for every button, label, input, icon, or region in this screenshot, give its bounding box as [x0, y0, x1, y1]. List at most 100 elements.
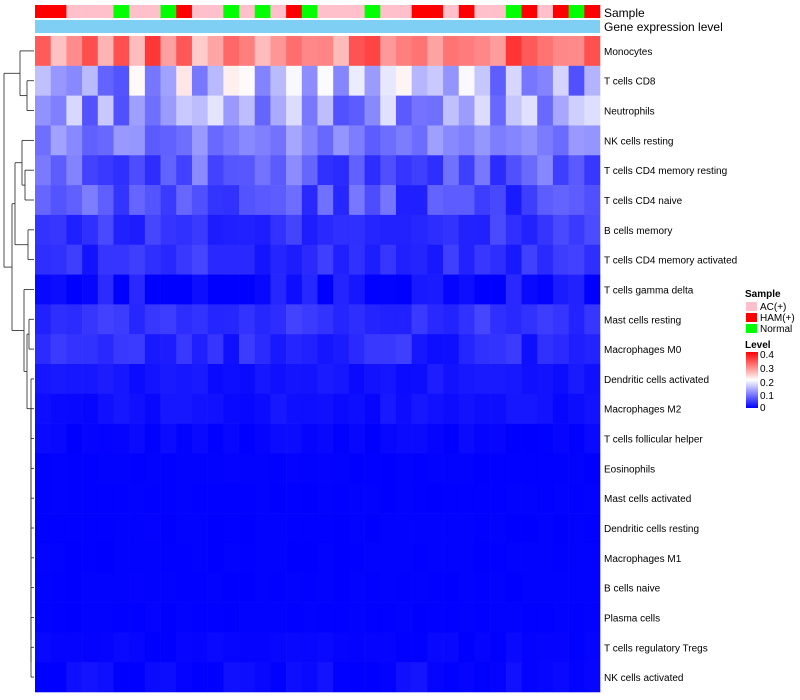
heatmap-cell	[207, 125, 224, 156]
heatmap-cell	[239, 185, 256, 216]
heatmap-cell	[364, 483, 381, 514]
heatmap-cell	[584, 274, 601, 305]
heatmap-cell	[129, 572, 146, 603]
heatmap-cell	[333, 36, 350, 67]
heatmap-cell	[490, 334, 507, 365]
heatmap-cell	[427, 662, 444, 693]
heatmap-cell	[348, 185, 365, 216]
heatmap-cell	[333, 453, 350, 484]
heatmap-cell	[35, 334, 51, 365]
heatmap-cell	[521, 662, 538, 693]
heatmap-cell	[521, 542, 538, 574]
heatmap-cell	[458, 214, 475, 246]
heatmap-cell	[490, 155, 507, 186]
heatmap-cell	[50, 513, 67, 544]
heatmap-cell	[207, 662, 224, 693]
heatmap-cell	[411, 334, 428, 365]
heatmap-cell	[490, 185, 507, 216]
heatmap-cell	[82, 214, 99, 246]
heatmap-cell	[50, 155, 67, 186]
row-labels: Monocytes T cells CD8 Neutrophils NK cells …	[604, 47, 737, 684]
heatmap-cell	[191, 155, 208, 186]
heatmap-cell	[584, 244, 601, 275]
heatmap-cell	[411, 542, 428, 574]
heatmap-cell	[395, 185, 412, 216]
heatmap-cell	[443, 36, 460, 67]
heatmap-cell	[443, 393, 460, 424]
heatmap-cell	[66, 632, 83, 663]
heatmap-cell	[443, 304, 460, 335]
heatmap-cell	[301, 214, 318, 246]
heatmap-cell	[113, 274, 130, 305]
heatmap-cell	[191, 364, 208, 395]
heatmap-cell	[348, 453, 365, 484]
heatmap-cell	[521, 602, 538, 633]
row-label: Dendritic cells resting	[604, 524, 699, 535]
heatmap-cell	[113, 95, 130, 126]
heatmap-cell	[427, 304, 444, 335]
heatmap-cell	[521, 453, 538, 484]
heatmap-cell	[568, 334, 585, 365]
heatmap-cell	[505, 274, 522, 305]
heatmap-cell	[584, 602, 601, 633]
heatmap-cell	[395, 513, 412, 544]
heatmap-cell	[411, 65, 428, 96]
heatmap-cell	[223, 542, 240, 574]
heatmap-cell	[380, 36, 397, 67]
row-label: T cells gamma delta	[604, 285, 694, 296]
heatmap-cell	[521, 214, 538, 246]
heatmap-cell	[239, 95, 256, 126]
heatmap-cell	[254, 453, 271, 484]
heatmap-cell	[505, 662, 522, 693]
sample-cell	[505, 5, 522, 18]
heatmap-cell	[427, 65, 444, 96]
heatmap-cell	[490, 95, 507, 126]
heatmap-cell	[66, 244, 83, 275]
heatmap-cell	[50, 244, 67, 275]
heatmap-cell	[364, 95, 381, 126]
heatmap-cell	[521, 483, 538, 514]
heatmap-cell	[380, 453, 397, 484]
heatmap-cell	[317, 572, 334, 603]
heatmap-cell	[333, 65, 350, 96]
heatmap-cell	[380, 65, 397, 96]
heatmap-cell	[568, 65, 585, 96]
heatmap-cell	[82, 185, 99, 216]
heatmap-cell	[35, 36, 51, 67]
row-label: NK cells resting	[604, 136, 673, 147]
heatmap-cell	[474, 662, 491, 693]
heatmap-cell	[223, 125, 240, 156]
heatmap-cell	[537, 244, 554, 275]
heatmap-cell	[552, 214, 569, 246]
heatmap-cell	[348, 423, 365, 454]
heatmap-cell	[35, 572, 51, 603]
heatmap-cell	[66, 304, 83, 335]
heatmap-cell	[537, 393, 554, 424]
heatmap-cell	[458, 185, 475, 216]
heatmap-cell	[317, 155, 334, 186]
heatmap-cell	[239, 632, 256, 663]
heatmap-cell	[223, 65, 240, 96]
heatmap-cell	[66, 95, 83, 126]
heatmap-cell	[333, 185, 350, 216]
heatmap-cell	[380, 155, 397, 186]
heatmap-cell	[176, 662, 193, 693]
heatmap-cell	[254, 214, 271, 246]
heatmap-cell	[191, 334, 208, 365]
heatmap-cell	[50, 542, 67, 574]
heatmap-cell	[50, 602, 67, 633]
heatmap-cell	[333, 572, 350, 603]
heatmap-cell	[458, 304, 475, 335]
heatmap-cell	[537, 334, 554, 365]
heatmap-cell	[270, 244, 287, 275]
heatmap-cell	[144, 125, 161, 156]
legend-entry-normal: Normal	[760, 324, 792, 335]
heatmap-cell	[364, 423, 381, 454]
heatmap-cell	[239, 125, 256, 156]
heatmap-cell	[176, 632, 193, 663]
row-label: Monocytes	[604, 47, 652, 58]
heatmap-cell	[380, 602, 397, 633]
heatmap-cell	[427, 185, 444, 216]
heatmap-cell	[191, 185, 208, 216]
heatmap-cell	[411, 632, 428, 663]
